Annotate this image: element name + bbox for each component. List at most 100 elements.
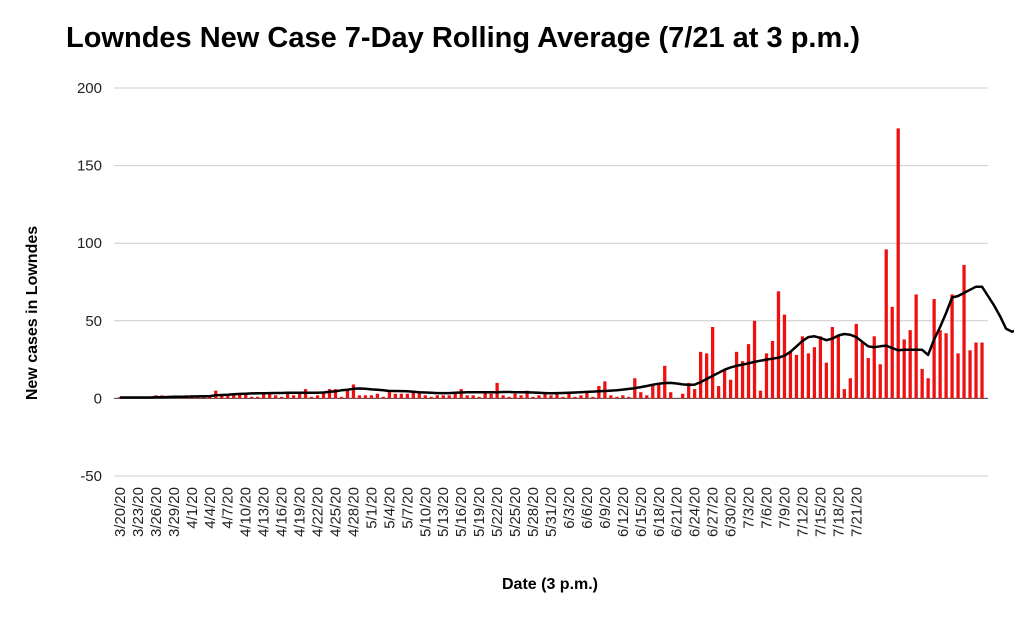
bar <box>531 396 535 399</box>
x-tick-label: 6/9/20 <box>597 487 614 529</box>
bar <box>441 395 445 399</box>
x-tick-label: 6/18/20 <box>651 487 668 537</box>
bar <box>507 396 511 399</box>
bar <box>357 395 362 399</box>
bar <box>788 351 793 399</box>
x-tick-label: 7/12/20 <box>794 487 811 537</box>
x-tick-label: 5/22/20 <box>489 487 506 537</box>
x-tick-label: 6/12/20 <box>615 487 632 537</box>
bar <box>699 351 703 399</box>
bar <box>208 396 212 399</box>
x-tick-label: 6/6/20 <box>579 487 596 529</box>
bar <box>471 395 475 399</box>
x-tick-label: 7/21/20 <box>848 487 865 537</box>
bar <box>393 393 398 399</box>
x-tick-label: 6/27/20 <box>705 487 722 537</box>
bar <box>794 354 799 399</box>
x-tick-label: 6/30/20 <box>723 487 740 537</box>
bar <box>878 364 882 399</box>
bar <box>872 336 876 399</box>
bars <box>118 128 984 399</box>
bar <box>902 339 906 399</box>
x-tick-label: 3/26/20 <box>148 487 165 537</box>
bar <box>250 396 254 399</box>
bar <box>758 390 763 399</box>
x-tick-label: 3/29/20 <box>166 487 183 537</box>
bar <box>866 358 870 399</box>
bar <box>339 396 344 399</box>
x-tick-label: 7/3/20 <box>741 487 758 529</box>
bar <box>537 395 541 399</box>
bar <box>567 393 571 399</box>
bar <box>411 390 415 399</box>
bar <box>704 353 709 399</box>
x-tick-label: 5/10/20 <box>417 487 434 537</box>
bar <box>609 395 613 399</box>
bar <box>752 320 757 399</box>
bar <box>315 395 320 399</box>
bar <box>585 392 589 399</box>
bar <box>693 389 697 399</box>
x-tick-label: 7/9/20 <box>776 487 793 529</box>
bar <box>860 342 864 399</box>
chart-title: Lowndes New Case 7-Day Rolling Average (… <box>66 22 860 54</box>
bar <box>429 396 433 399</box>
bar <box>549 395 553 399</box>
bar <box>447 395 451 399</box>
bar <box>345 390 350 399</box>
y-tick-labels: -50 0 50 100 150 200 <box>77 80 102 485</box>
bar <box>273 395 278 399</box>
x-tick-label: 5/19/20 <box>471 487 488 537</box>
bar <box>435 395 439 399</box>
bar <box>651 384 655 399</box>
y-axis-label: New cases in Lowndes <box>24 225 41 401</box>
x-tick-label: 5/13/20 <box>435 487 452 537</box>
bar <box>884 249 888 399</box>
bar <box>327 389 332 399</box>
y-tick-label: 0 <box>94 390 102 407</box>
bar <box>842 389 846 399</box>
bar <box>387 392 392 399</box>
bar <box>830 327 834 399</box>
bar <box>363 395 368 399</box>
bar <box>543 393 547 399</box>
bar <box>483 392 487 399</box>
bar <box>297 393 302 399</box>
bar <box>734 351 739 399</box>
bar <box>740 361 745 399</box>
bar <box>453 393 457 399</box>
x-tick-label: 5/1/20 <box>363 487 380 529</box>
bar <box>519 395 523 399</box>
bar <box>764 353 769 399</box>
bar <box>238 393 242 399</box>
bar <box>465 395 469 399</box>
bar <box>968 350 972 399</box>
bar <box>848 378 852 399</box>
x-tick-label: 4/22/20 <box>310 487 327 537</box>
bar <box>591 396 595 399</box>
bar <box>555 393 559 399</box>
bar <box>333 389 338 399</box>
bar <box>220 395 224 399</box>
bar <box>824 362 829 399</box>
bar <box>956 353 960 399</box>
bar <box>728 379 733 399</box>
y-tick-label: 150 <box>77 158 102 175</box>
bar <box>417 392 421 399</box>
bar <box>627 396 631 399</box>
bar <box>118 396 122 399</box>
x-tick-labels: 3/20/20 3/23/20 3/26/20 3/29/20 4/1/20 4/4/20… <box>112 487 865 537</box>
bar <box>818 336 823 399</box>
bar <box>722 370 727 399</box>
x-tick-label: 6/3/20 <box>561 487 578 529</box>
bar <box>962 264 966 399</box>
x-tick-label: 4/10/20 <box>238 487 255 537</box>
x-tick-label: 5/4/20 <box>381 487 398 529</box>
bar <box>399 393 403 399</box>
bar <box>776 291 781 399</box>
x-tick-label: 3/23/20 <box>130 487 147 537</box>
bar <box>800 336 805 399</box>
bar <box>812 347 817 399</box>
bar <box>525 390 529 399</box>
